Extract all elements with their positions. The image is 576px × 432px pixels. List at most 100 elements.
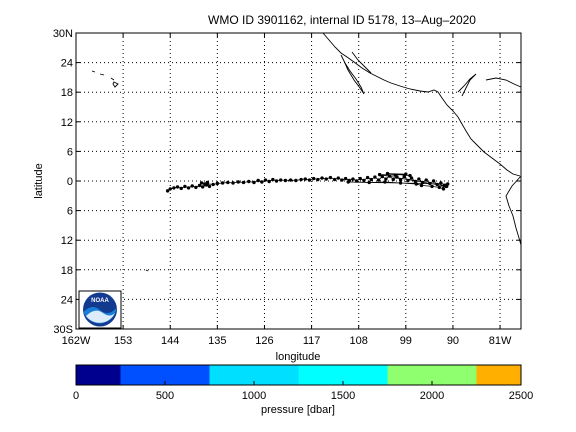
track-point <box>175 185 180 189</box>
track-point <box>402 174 406 179</box>
track-point <box>398 181 403 185</box>
y-axis-label: latitude <box>33 163 45 198</box>
colorbar-band <box>120 365 210 385</box>
colorbar-tick-label: 500 <box>156 390 174 402</box>
colorbar-tick-label: 1500 <box>331 390 355 402</box>
noaa-logo: NOAA <box>78 290 122 329</box>
track-point <box>283 178 288 183</box>
track-point <box>383 180 387 184</box>
colorbar-bands <box>76 365 521 385</box>
track-point <box>435 182 439 187</box>
coastline-gulf-of-california <box>351 51 372 74</box>
track-point <box>271 177 275 182</box>
track-point <box>444 184 449 189</box>
track-point <box>420 180 425 185</box>
track-point <box>343 176 348 181</box>
track-point <box>168 187 172 191</box>
track-point <box>385 171 390 176</box>
colorbar-frame <box>75 364 522 386</box>
x-tick-label: 153 <box>114 335 132 347</box>
track-point <box>373 175 377 179</box>
x-axis-label: longitude <box>276 351 321 363</box>
track-point <box>424 178 428 182</box>
colorbar-label: pressure [dbar] <box>261 404 335 416</box>
track-point <box>354 179 359 183</box>
y-tick-label: 12 <box>61 235 73 247</box>
y-tick-label: 24 <box>61 58 73 70</box>
x-tick-label: 108 <box>350 335 368 347</box>
colorbar-band <box>387 365 477 385</box>
track-point <box>183 184 187 189</box>
track-point <box>200 185 205 189</box>
longitude-ticks: 162W 153 144 135 126 117 108 99 90 81W <box>62 33 512 347</box>
track-point <box>205 180 210 185</box>
track-point <box>404 172 408 176</box>
track-point <box>226 180 230 185</box>
track-point <box>414 182 418 186</box>
x-tick-label: 99 <box>400 335 412 347</box>
track-point <box>256 178 260 183</box>
track-point <box>439 181 443 185</box>
map-panel: 162W 153 144 135 126 117 108 99 90 81W 30N2418126… <box>33 28 522 363</box>
y-tick-label: 30S <box>53 324 73 336</box>
track-point <box>316 177 320 182</box>
track-point <box>320 176 324 180</box>
track-point <box>358 176 362 181</box>
latitude-ticks: 30N 24 18 12 6 0 6 12 18 24 30S <box>53 28 521 336</box>
track-point <box>441 187 446 191</box>
track-point <box>236 180 240 184</box>
logo-text: NOAA <box>91 298 109 304</box>
track-point <box>408 173 412 178</box>
map-background <box>76 33 521 329</box>
colorbar-band <box>209 365 299 385</box>
track-point <box>406 178 410 183</box>
track-point <box>377 172 382 177</box>
y-tick-label: 24 <box>61 294 73 306</box>
island-marquesas <box>145 269 149 272</box>
track-point <box>203 182 207 186</box>
x-tick-label: 126 <box>255 335 273 347</box>
track-point <box>267 179 271 184</box>
x-tick-label: 144 <box>161 335 179 347</box>
island-hawaii <box>91 70 119 88</box>
figure-title: WMO ID 3901162, internal ID 5178, 13–Aug… <box>208 13 476 27</box>
coastline-caribbean <box>485 77 522 88</box>
track-point <box>252 180 256 185</box>
track-point <box>336 176 340 180</box>
coastline-south-america <box>505 175 522 246</box>
colorbar-band <box>476 365 521 385</box>
track-point <box>376 178 381 182</box>
x-tick-label: 81W <box>489 335 512 347</box>
track-point <box>197 183 202 188</box>
track-point <box>303 177 308 181</box>
coastline-north-america <box>322 32 521 177</box>
x-tick-label: 90 <box>447 335 459 347</box>
track-point <box>311 176 316 181</box>
y-tick-label: 18 <box>61 265 73 277</box>
track-point <box>324 177 328 181</box>
track-point <box>369 177 373 182</box>
track-point <box>274 179 279 183</box>
float-track <box>165 171 450 193</box>
track-point <box>428 181 432 186</box>
track-point <box>279 178 283 182</box>
track-point <box>165 189 170 193</box>
track-point <box>362 178 366 183</box>
track-point <box>247 179 251 184</box>
track-point <box>391 177 395 182</box>
colorbar-tick-label: 1000 <box>242 390 266 402</box>
track-point <box>351 177 355 181</box>
track-point <box>417 177 421 181</box>
colorbar-ticks: 0 500 1000 1500 2000 2500 <box>73 381 533 402</box>
track-point <box>241 180 246 185</box>
pressure-colorbar: 0 500 1000 1500 2000 2500 pressure [dbar] <box>73 364 533 416</box>
colorbar-tick-label: 2500 <box>509 390 533 402</box>
colorbar-tick-label: 0 <box>73 390 79 402</box>
track-point <box>387 174 392 178</box>
track-point <box>384 177 388 181</box>
track-point <box>172 186 176 190</box>
track-point <box>430 184 434 189</box>
track-point <box>437 185 442 190</box>
track-point <box>220 181 225 185</box>
